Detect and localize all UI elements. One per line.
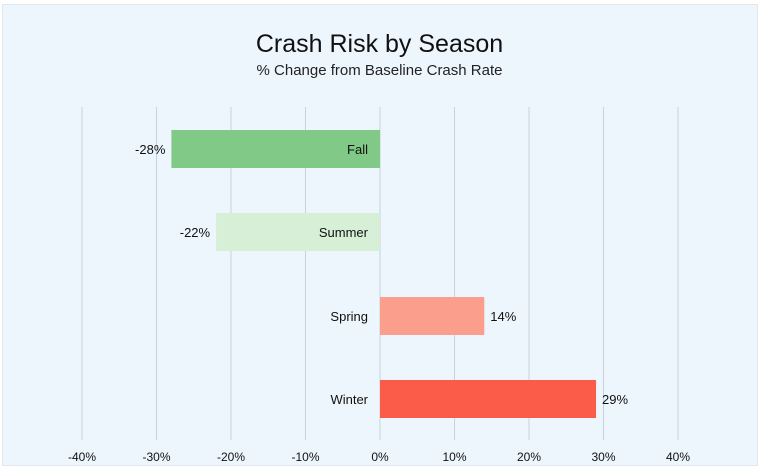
- bar-summer: [216, 213, 380, 251]
- chart-title: Crash Risk by Season: [255, 30, 504, 58]
- category-label: Spring: [330, 309, 368, 324]
- category-label: Winter: [330, 392, 368, 407]
- bar-winter: [380, 380, 597, 418]
- x-tick-label: 30%: [591, 450, 615, 464]
- x-tick-label: -30%: [142, 450, 170, 464]
- data-label: -28%: [135, 142, 166, 157]
- x-tick-label: -40%: [68, 450, 96, 464]
- category-label: Fall: [347, 142, 368, 157]
- x-tick-label: 10%: [442, 450, 466, 464]
- bar-spring: [380, 297, 485, 335]
- category-label: Summer: [319, 225, 369, 240]
- data-label: -22%: [180, 225, 211, 240]
- x-tick-label: -20%: [217, 450, 245, 464]
- data-label: 29%: [602, 392, 628, 407]
- chart-subtitle: % Change from Baseline Crash Rate: [256, 62, 503, 79]
- x-tick-label: 0%: [371, 450, 389, 464]
- x-tick-label: 40%: [666, 450, 690, 464]
- data-label: 14%: [490, 309, 516, 324]
- x-tick-label: -10%: [291, 450, 319, 464]
- x-tick-label: 20%: [517, 450, 541, 464]
- bar-fall: [171, 130, 380, 168]
